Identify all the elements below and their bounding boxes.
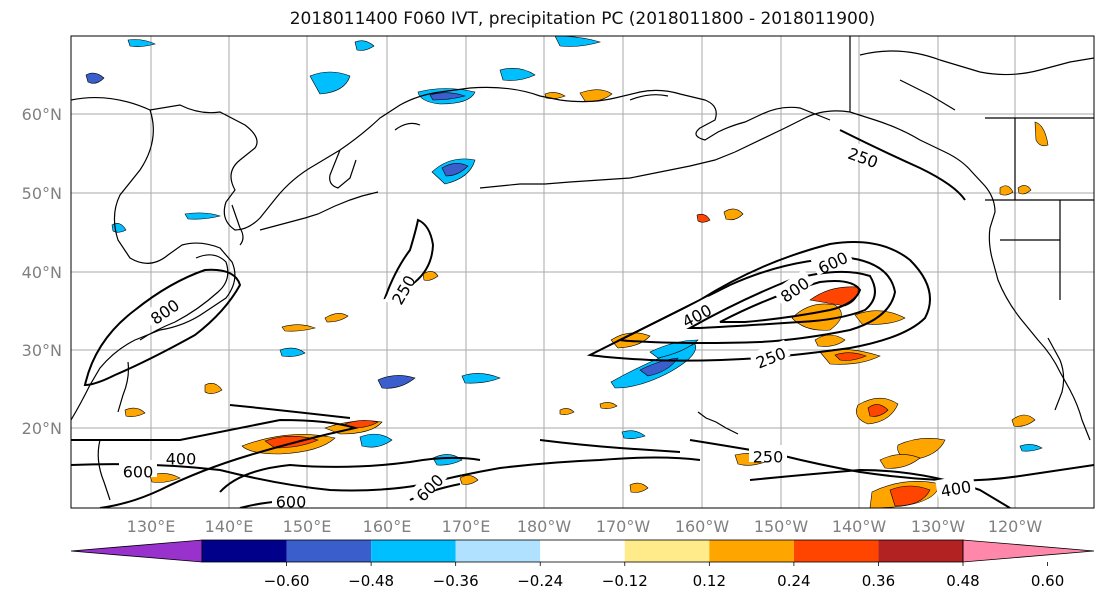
- svg-text:600: 600: [123, 463, 154, 482]
- svg-text:600: 600: [276, 493, 307, 512]
- colorbar-tick-label: 0.48: [946, 572, 979, 590]
- map-frame: [70, 35, 1095, 509]
- lat-label: 30°N: [22, 341, 62, 360]
- lon-label: 140°E: [205, 517, 254, 536]
- colorbar-segment: [202, 540, 287, 562]
- lon-label: 170°E: [442, 517, 491, 536]
- colorbar-segment: [540, 540, 625, 562]
- lat-label: 60°N: [22, 105, 62, 124]
- colorbar-tick-label: 0.60: [1031, 572, 1064, 590]
- colorbar-segment: [709, 540, 794, 562]
- lat-label: 40°N: [22, 263, 62, 282]
- lat-label: 50°N: [22, 184, 62, 203]
- colorbar-tick-label: −0.60: [264, 572, 310, 590]
- lon-label: 170°W: [596, 517, 651, 536]
- lon-label: 130°W: [911, 517, 966, 536]
- lon-label: 180°W: [517, 517, 572, 536]
- colorbar-tick-label: 0.36: [862, 572, 895, 590]
- latitude-labels: 60°N 50°N 40°N 30°N 20°N: [22, 105, 62, 438]
- svg-text:250: 250: [753, 448, 784, 467]
- contour-label: 600: [119, 460, 157, 482]
- colorbar-segment: [455, 540, 541, 562]
- colorbar-extend-high: [962, 539, 1095, 563]
- lon-label: 150°W: [754, 517, 809, 536]
- colorbar-extend-low: [70, 539, 203, 563]
- colorbar-tick-label: 0.12: [693, 572, 726, 590]
- colorbar-segment: [878, 540, 963, 562]
- colorbar-tick-label: −0.24: [517, 572, 563, 590]
- contour-label: 600: [272, 490, 310, 512]
- svg-text:400: 400: [166, 450, 197, 469]
- contour-label: 250: [749, 445, 787, 467]
- coastlines: [71, 36, 1094, 501]
- lon-label: 160°E: [363, 517, 412, 536]
- contour-label: 400: [162, 447, 200, 469]
- colorbar-segment: [793, 540, 879, 562]
- lat-label: 20°N: [22, 419, 62, 438]
- colorbar-segment: [624, 540, 710, 562]
- map-title: 2018011400 F060 IVT, precipitation PC (2…: [289, 9, 876, 29]
- lon-label: 160°W: [675, 517, 730, 536]
- colorbar-segment: [371, 540, 456, 562]
- lon-label: 120°W: [988, 517, 1043, 536]
- lon-label: 150°E: [283, 517, 332, 536]
- lon-label: 140°W: [832, 517, 887, 536]
- colorbar-segment: [286, 540, 372, 562]
- colorbar: −0.60 −0.48 −0.36 −0.24 −0.12 0.12 0.24 0.36 0.4…: [70, 539, 1095, 590]
- precipitation-negative-anomalies: [85, 36, 1043, 466]
- colorbar-tick-label: 0.24: [777, 572, 810, 590]
- colorbar-tick-label: −0.36: [433, 572, 479, 590]
- longitude-labels: 130°E 140°E 150°E 160°E 170°E 180°W 170°W 160°W…: [127, 517, 1043, 536]
- colorbar-tick-label: −0.12: [602, 572, 648, 590]
- lon-label: 130°E: [127, 517, 176, 536]
- colorbar-tick-label: −0.48: [348, 572, 394, 590]
- contour-label: 400: [935, 473, 976, 501]
